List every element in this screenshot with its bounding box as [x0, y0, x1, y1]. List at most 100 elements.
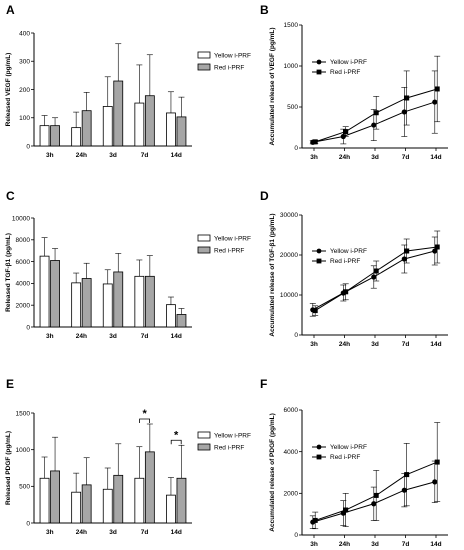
- legend-label: Red i-PRF: [330, 69, 360, 76]
- y-tick-label: 500: [287, 104, 298, 111]
- legend-swatch: [197, 431, 211, 439]
- bar-yellow: [166, 304, 176, 328]
- bar-yellow: [166, 112, 176, 147]
- x-tick-label: 3h: [46, 529, 54, 536]
- panel-letter: B: [260, 3, 269, 17]
- y-tick-label: 1500: [284, 22, 299, 29]
- y-axis-label: Accumulated release of VEGF (pg/mL): [269, 27, 276, 145]
- legend-swatch: [197, 234, 211, 242]
- legend-label: Yellow i-PRF: [330, 59, 367, 66]
- bar-red: [113, 474, 124, 524]
- bar-red: [176, 314, 187, 328]
- y-tick-label: 4000: [284, 449, 299, 456]
- x-tick-label: 24h: [76, 333, 87, 340]
- x-tick-label: 14d: [171, 152, 182, 159]
- y-tick-label: 2000: [284, 490, 299, 497]
- chart-E: E 0 500 1000 1500 Released PDGF (pg/mL) 3h 24h 3…: [5, 377, 251, 536]
- y-tick-label: 1000: [284, 63, 299, 70]
- panel-letter: D: [260, 189, 269, 203]
- bar-yellow: [71, 282, 82, 328]
- bar-red: [113, 80, 124, 147]
- data-point: [343, 507, 349, 513]
- data-point: [371, 122, 377, 128]
- legend-swatch: [197, 443, 211, 451]
- x-tick-label: 14d: [430, 541, 441, 548]
- y-tick-label: 400: [19, 30, 30, 37]
- x-tick-label: 3d: [109, 529, 117, 536]
- x-tick-label: 14d: [430, 154, 441, 161]
- x-tick-label: 3d: [109, 152, 117, 159]
- panel-letter: F: [260, 377, 267, 391]
- y-axis-label: Released VEGF (pg/mL): [5, 53, 12, 127]
- bar-red: [176, 477, 187, 524]
- bar-yellow: [102, 488, 113, 524]
- x-tick-label: 24h: [76, 529, 87, 536]
- y-tick-label: 2000: [16, 303, 31, 310]
- y-axis-label: Released PDGF (pg/mL): [5, 431, 12, 505]
- legend-marker: [316, 454, 322, 460]
- bar-yellow: [102, 283, 113, 328]
- data-point: [434, 86, 440, 92]
- bar-red: [81, 484, 92, 524]
- legend-label: Red i-PRF: [214, 248, 244, 255]
- x-tick-label: 3h: [310, 341, 318, 348]
- legend-swatch: [197, 246, 211, 254]
- x-tick-label: 7d: [402, 341, 410, 348]
- legend-marker: [316, 69, 322, 75]
- legend-label: Red i-PRF: [214, 65, 244, 72]
- legend-swatch: [197, 63, 211, 71]
- legend-label: Red i-PRF: [214, 445, 244, 452]
- legend-label: Yellow i-PRF: [214, 433, 251, 440]
- data-point: [404, 472, 410, 478]
- significance-bracket: [170, 439, 182, 445]
- bar-red: [50, 470, 60, 524]
- y-tick-label: 0: [294, 532, 298, 539]
- data-point: [434, 244, 440, 250]
- x-tick-label: 24h: [76, 152, 87, 159]
- chart-C: C 0 2000 4000 6000 8000 10000 Released TGF-β1 (…: [5, 189, 251, 340]
- data-point: [343, 289, 349, 295]
- y-tick-label: 0: [294, 332, 298, 339]
- y-tick-label: 30000: [280, 212, 298, 219]
- legend-marker: [316, 444, 322, 450]
- data-point: [371, 501, 377, 507]
- x-tick-label: 7d: [141, 333, 149, 340]
- legend-label: Yellow i-PRF: [214, 236, 251, 243]
- bar-red: [144, 275, 155, 328]
- significance-star: *: [142, 408, 147, 420]
- x-tick-label: 24h: [339, 341, 350, 348]
- bar-yellow: [71, 127, 82, 147]
- data-point: [373, 492, 379, 498]
- x-tick-label: 7d: [141, 529, 149, 536]
- legend-marker: [316, 248, 322, 254]
- data-point: [312, 517, 318, 523]
- data-point: [432, 99, 438, 105]
- bar-yellow: [134, 102, 145, 147]
- data-point: [343, 129, 349, 135]
- y-tick-label: 4000: [16, 281, 31, 288]
- x-tick-label: 24h: [339, 541, 350, 548]
- bar-yellow: [39, 125, 50, 147]
- y-tick-label: 8000: [16, 237, 31, 244]
- legend-label: Yellow i-PRF: [214, 53, 251, 60]
- x-tick-label: 24h: [339, 154, 350, 161]
- legend-label: Yellow i-PRF: [330, 248, 367, 255]
- x-tick-label: 3h: [46, 333, 54, 340]
- bar-red: [176, 116, 187, 147]
- y-axis-label: Accumulated release of PDGF (pg/mL): [269, 413, 276, 531]
- x-tick-label: 3h: [310, 541, 318, 548]
- legend-marker: [316, 258, 322, 264]
- bar-red: [144, 451, 155, 524]
- x-tick-label: 3h: [310, 154, 318, 161]
- y-tick-label: 500: [19, 484, 30, 491]
- y-tick-label: 0: [26, 520, 30, 527]
- data-point: [373, 268, 379, 274]
- bar-yellow: [134, 477, 145, 524]
- x-tick-label: 14d: [171, 333, 182, 340]
- data-point: [312, 308, 318, 314]
- data-point: [312, 139, 318, 145]
- bar-yellow: [102, 106, 113, 147]
- y-axis-label: Released TGF-β1 (pg/mL): [5, 233, 12, 312]
- x-tick-label: 7d: [402, 154, 410, 161]
